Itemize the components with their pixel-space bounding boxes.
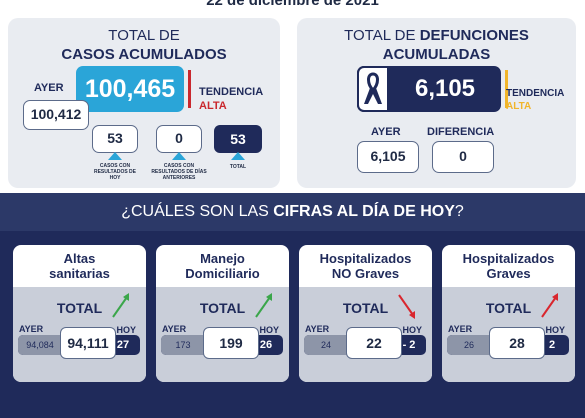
today-title-post: ? [454,203,464,220]
casos-ayer-label: AYER [34,82,64,94]
casos-panel: TOTAL DE CASOS ACUMULADOS 100,465 TENDEN… [8,18,280,188]
tendencia-label: TENDENCIA [199,86,264,98]
defunciones-tendencia-label: TENDENCIA [506,88,565,99]
card-title-line1: Hospitalizados [319,251,412,266]
card-total-value: 22 [346,327,402,359]
trend-down-icon [398,294,415,319]
card-hoy-label: HOY [402,325,422,335]
trend-up-icon [112,293,129,318]
card-total-label: TOTAL [56,300,103,316]
card-manejo: Manejo Domiciliario TOTAL AYER HOY 173 26… [156,245,289,382]
defunciones-title-b: DEFUNCIONES [419,27,529,44]
card-title-line2: Graves [486,266,531,281]
trend-up-icon [541,293,558,318]
card-ayer-value: 24 [304,335,348,355]
card-hoy-value: 27 [116,339,130,351]
today-title-bold: CIFRAS AL DÍA DE HOY [273,203,455,220]
card-title-line2: sanitarias [49,266,110,281]
casos-total-dia-label: TOTAL [229,164,247,170]
card-hoy-value: 2 [548,339,556,351]
card-body: TOTAL AYER HOY 24 - 2 22 [299,287,432,382]
defunciones-diferencia-value: 0 [432,141,494,173]
defunciones-total-value: 6,105 [414,75,476,102]
today-title: ¿CUÁLES SON LAS CIFRAS AL DÍA DE HOY? [0,203,585,221]
card-title-line2: Domiciliario [185,266,260,281]
defunciones-total-box: 6,105 [357,66,501,112]
defunciones-title-line2: ACUMULADAS [382,46,491,63]
defunciones-tendencia-value: ALTA [506,101,532,112]
card-title: Hospitalizados Graves [442,245,575,287]
card-graves: Hospitalizados Graves TOTAL AYER HOY 26 2… [442,245,575,382]
tendencia-value: ALTA [199,100,227,112]
card-ayer-value: 94,084 [18,335,62,355]
card-hoy-value: 26 [259,339,273,351]
card-title: Hospitalizados NO Graves [299,245,432,287]
card-hoy-label: HOY [259,325,279,335]
card-title-line1: Manejo [200,251,245,266]
casos-anteriores-box: 0 [156,125,202,153]
casos-hoy-box: 53 [92,125,138,153]
card-total-value: 199 [203,327,259,359]
card-total-label: TOTAL [485,300,532,316]
card-title-line2: NO Graves [331,266,400,281]
card-ayer-label: AYER [19,324,44,334]
casos-total-box: 100,465 [76,66,184,112]
card-ayer-value: 173 [161,335,205,355]
card-altas: Altas sanitarias TOTAL AYER HOY 94,084 27… [13,245,146,382]
casos-title-line1: TOTAL DE [108,27,180,44]
defunciones-title-line1: TOTAL DE DEFUNCIONES [297,27,576,44]
ribbon-icon [357,66,389,112]
card-no-graves: Hospitalizados NO Graves TOTAL AYER HOY 2… [299,245,432,382]
card-ayer-value: 26 [447,335,491,355]
card-total-value: 94,111 [60,327,116,359]
tendencia-bar [188,70,191,108]
card-hoy-label: HOY [545,325,565,335]
card-body: TOTAL AYER HOY 94,084 27 94,111 [13,287,146,382]
card-ayer-label: AYER [305,324,330,334]
card-title-line1: Hospitalizados [462,251,555,266]
defunciones-ayer-label: AYER [371,126,401,138]
card-title: Altas sanitarias [13,245,146,287]
casos-hoy-marker [108,152,122,160]
card-total-label: TOTAL [199,300,246,316]
today-band-header [0,193,585,231]
card-hoy-value: - 2 [402,339,416,351]
defunciones-diferencia-label: DIFERENCIA [427,126,495,138]
card-total-label: TOTAL [342,300,389,316]
card-ayer-label: AYER [448,324,473,334]
casos-ayer-value: 100,412 [23,100,89,130]
card-ayer-label: AYER [162,324,187,334]
casos-title-line2: CASOS ACUMULADOS [61,46,227,63]
trend-up-icon [255,293,272,318]
casos-total-dia-marker [231,152,245,160]
defunciones-title-a: TOTAL DE [344,27,416,44]
card-title: Manejo Domiciliario [156,245,289,287]
casos-hoy-label: CASOS CON RESULTADOS DE HOY [93,163,137,181]
casos-anteriores-label: CASOS CON RESULTADOS DE DÍAS ANTERIORES [151,163,207,181]
defunciones-tendencia-bar [505,70,508,108]
casos-total-dia-box: 53 [214,125,262,153]
defunciones-panel: TOTAL DE DEFUNCIONES ACUMULADAS 6,105 TE… [297,18,576,188]
card-body: TOTAL AYER HOY 26 2 28 [442,287,575,382]
card-total-value: 28 [489,327,545,359]
card-body: TOTAL AYER HOY 173 26 199 [156,287,289,382]
defunciones-ayer-value: 6,105 [357,141,419,173]
card-hoy-label: HOY [116,325,136,335]
casos-anteriores-marker [172,152,186,160]
card-title-line1: Altas [63,251,96,266]
report-date: 22 de diciembre de 2021 [206,0,379,9]
today-title-pre: ¿CUÁLES SON LAS [121,203,274,220]
